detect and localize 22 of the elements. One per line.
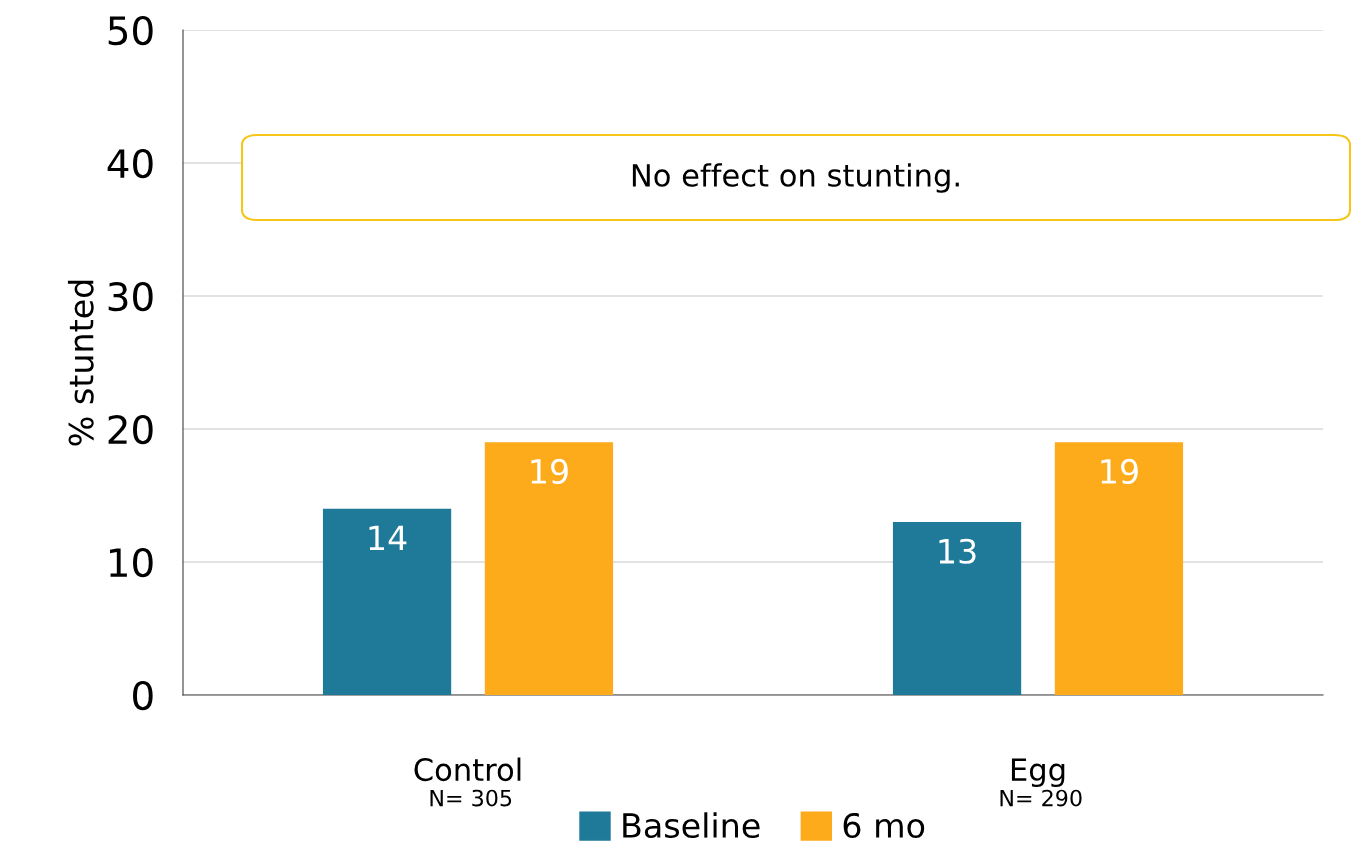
y-tick-label: 20 xyxy=(108,414,153,445)
data-label: 14 xyxy=(369,525,407,551)
y-tick-label: 30 xyxy=(108,281,153,312)
annotation: No effect on stunting. xyxy=(632,163,959,193)
bar xyxy=(322,508,452,695)
legend-label: Baseline xyxy=(623,812,760,839)
data-label: 13 xyxy=(939,538,976,564)
data-label: 19 xyxy=(531,458,568,485)
bar xyxy=(484,442,614,695)
x-tick-label: Control xyxy=(414,757,521,782)
legend-label: 6 mo xyxy=(843,812,925,839)
bar xyxy=(892,522,1022,695)
text: N= 305 xyxy=(430,789,512,807)
y-tick-label: 40 xyxy=(107,148,153,179)
y-tick-label: 0 xyxy=(133,680,153,711)
data-label: 19 xyxy=(1101,458,1138,485)
y-tick-label: 50 xyxy=(108,15,153,46)
y-axis-title: % stunted xyxy=(67,280,94,446)
y-tick-label: 10 xyxy=(110,547,153,578)
text: N= 290 xyxy=(1000,789,1082,807)
bar xyxy=(1054,442,1184,695)
x-tick-label: Egg xyxy=(1011,758,1065,788)
